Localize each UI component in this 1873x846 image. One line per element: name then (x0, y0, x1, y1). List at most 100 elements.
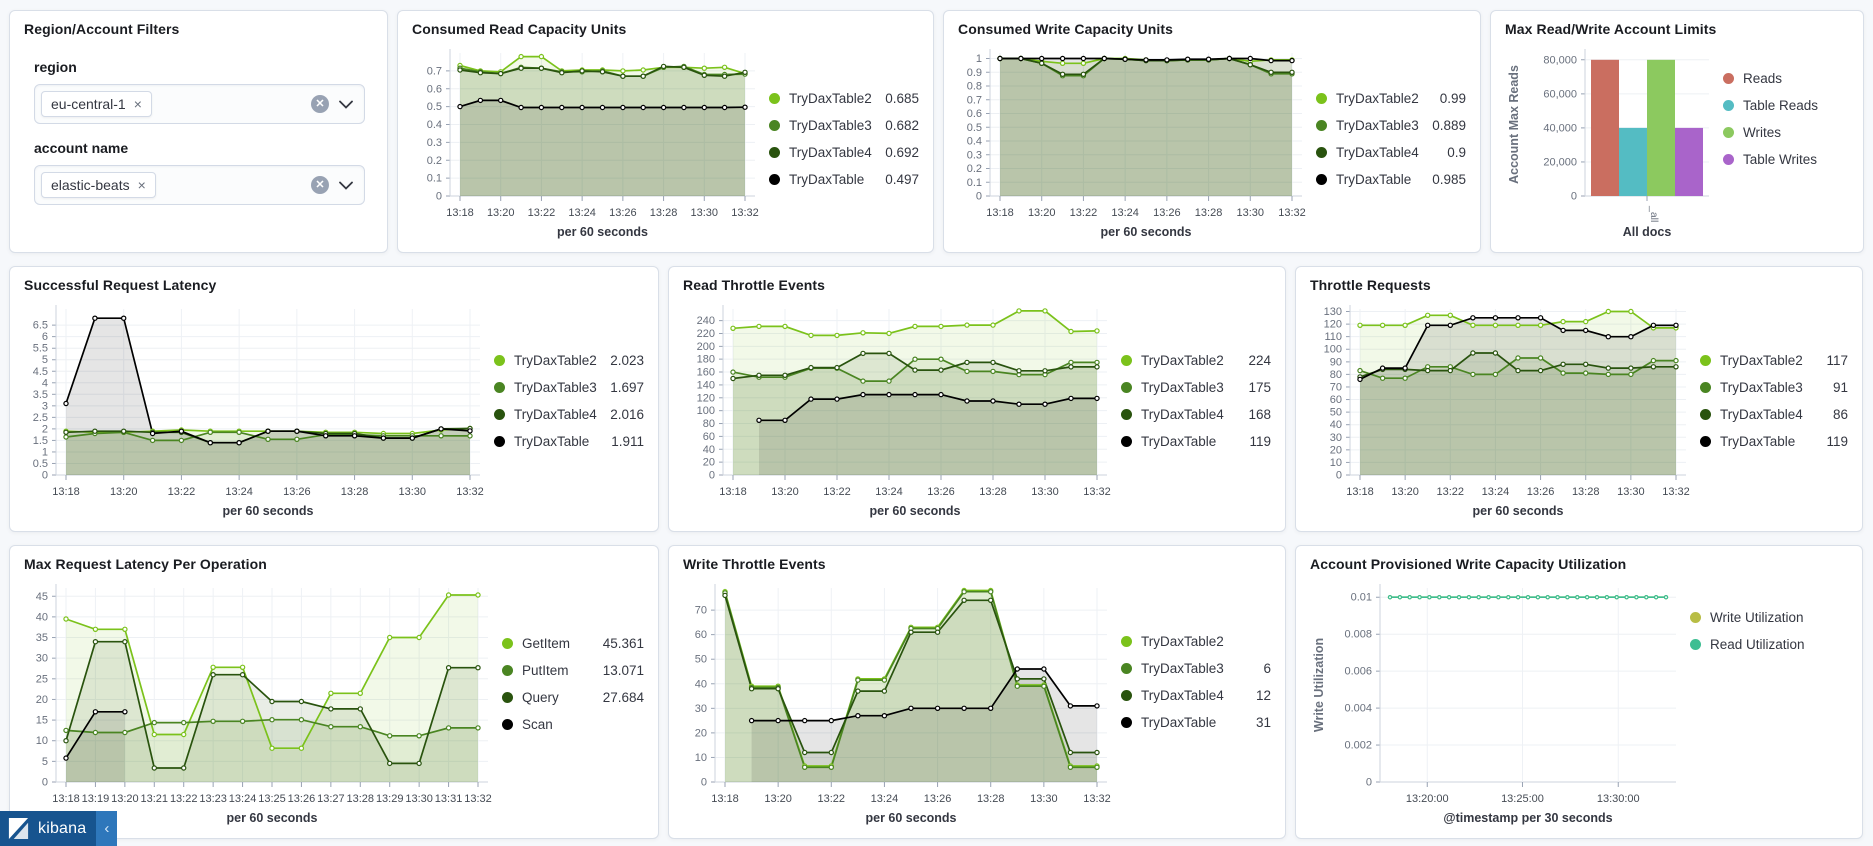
account-combobox[interactable]: elastic-beats × ✕ (34, 165, 365, 205)
sidebar-collapse-button[interactable]: ‹ (96, 811, 118, 846)
svg-text:13:19: 13:19 (82, 793, 110, 805)
legend-item[interactable]: TryDaxTable3 0.889 (1316, 112, 1466, 139)
remove-account-tag-icon[interactable]: × (137, 177, 146, 193)
panel-title: Account Provisioned Write Capacity Utili… (1310, 556, 1627, 572)
legend-item[interactable]: TryDaxTable3 175 (1121, 374, 1271, 401)
legend-item[interactable]: TryDaxTable4 0.9 (1316, 139, 1466, 166)
legend-series-dot-icon (769, 174, 780, 185)
svg-text:13:28: 13:28 (979, 486, 1007, 498)
svg-text:13:26: 13:26 (927, 486, 955, 498)
legend-item[interactable]: TryDaxTable2 117 (1700, 347, 1848, 374)
svg-text:80: 80 (703, 418, 715, 430)
panel-account-provisioned-write-capacity-utilization: Account Provisioned Write Capacity Utili… (1295, 545, 1863, 839)
legend-item[interactable]: TryDaxTable4 168 (1121, 401, 1271, 428)
legend-item[interactable]: TryDaxTable 1.911 (494, 428, 644, 455)
read-throttle-events-chart[interactable]: 0 20 40 60 80 100 120 140 160 180 200 220 240 13:18 13… (683, 295, 1121, 523)
svg-text:100: 100 (1324, 344, 1342, 356)
svg-text:0: 0 (1571, 191, 1577, 203)
legend-item[interactable]: Read Utilization (1690, 631, 1848, 658)
legend-item[interactable]: TryDaxTable3 6 (1121, 655, 1271, 682)
dashboard-row-1: Region/Account Filters region eu-central… (9, 10, 1864, 253)
svg-text:per 60 seconds: per 60 seconds (557, 225, 648, 239)
legend-item[interactable]: TryDaxTable2 (1121, 628, 1271, 655)
svg-text:13:22: 13:22 (818, 793, 846, 805)
legend-item[interactable]: TryDaxTable2 2.023 (494, 347, 644, 374)
max-request-latency-chart[interactable]: 0 5 10 15 20 25 30 35 40 45 13:18 13:19 13:20 13:21 13… (24, 574, 502, 830)
legend-series-label: TryDaxTable4 (1720, 407, 1803, 422)
max-rw-account-limits-chart[interactable]: 0 20,000 40,000 60,000 80,000 _all All docs Acc… (1505, 39, 1723, 244)
region-clear-icon[interactable]: ✕ (311, 95, 329, 113)
region-selected-tag[interactable]: eu-central-1 × (41, 91, 152, 117)
consumed-write-capacity-chart[interactable]: 0 0.1 0.2 0.3 0.4 0.5 0.6 0.7 0.8 0.9 1 13:18 13:20 1… (958, 39, 1316, 244)
legend-series-dot-icon (1121, 355, 1132, 366)
svg-text:13:30: 13:30 (691, 207, 719, 219)
account-clear-icon[interactable]: ✕ (311, 176, 329, 194)
svg-text:100: 100 (697, 405, 715, 417)
legend-item[interactable]: Table Writes (1723, 146, 1849, 173)
svg-text:13:32: 13:32 (1278, 207, 1306, 219)
legend-item[interactable]: TryDaxTable3 91 (1700, 374, 1848, 401)
chart-legend: Reads Table Reads Writes Table Writes (1723, 39, 1849, 244)
svg-text:4.5: 4.5 (33, 366, 48, 378)
legend-item[interactable]: TryDaxTable3 0.682 (769, 112, 919, 139)
region-combobox[interactable]: eu-central-1 × ✕ (34, 84, 365, 124)
legend-item[interactable]: TryDaxTable2 224 (1121, 347, 1271, 374)
svg-text:13:20: 13:20 (111, 793, 139, 805)
legend-series-value: 1.697 (610, 380, 644, 395)
legend-series-label: TryDaxTable2 (789, 91, 872, 106)
panel-title: Successful Request Latency (24, 277, 217, 293)
legend-item[interactable]: TryDaxTable2 0.685 (769, 85, 919, 112)
legend-item[interactable]: Table Reads (1723, 92, 1849, 119)
svg-text:0.7: 0.7 (967, 94, 982, 106)
account-field-label: account name (34, 140, 129, 156)
consumed-read-capacity-chart[interactable]: 0 0.1 0.2 0.3 0.4 0.5 0.6 0.7 13:18 13:20 13:22 13:… (412, 39, 769, 244)
svg-text:13:24: 13:24 (875, 486, 903, 498)
legend-item[interactable]: GetItem 45.361 (502, 630, 644, 657)
legend-series-label: TryDaxTable2 (1141, 353, 1224, 368)
legend-item[interactable]: Reads (1723, 65, 1849, 92)
legend-series-dot-icon (502, 638, 513, 649)
successful-request-latency-chart[interactable]: 0 0.5 1 1.5 2 2.5 3 3.5 4 4.5 5 5.5 6 6.5 13:18 13:20 13… (24, 295, 494, 523)
legend-series-dot-icon (1316, 174, 1327, 185)
legend-item[interactable]: TryDaxTable4 2.016 (494, 401, 644, 428)
legend-item[interactable]: TryDaxTable4 86 (1700, 401, 1848, 428)
chart-legend: TryDaxTable2 117 TryDaxTable3 91 TryDaxTable… (1700, 295, 1848, 523)
write-capacity-utilization-chart[interactable]: 0 0.002 0.004 0.006 0.008 0.01 13:20:00 13:25:0… (1310, 574, 1690, 830)
write-throttle-events-chart[interactable]: 0 10 20 30 40 50 60 70 13:18 13:20 13:22 13:24 13:26… (683, 574, 1121, 830)
panel-title: Consumed Read Capacity Units (412, 21, 627, 37)
legend-series-dot-icon (1121, 436, 1132, 447)
account-selected-tag[interactable]: elastic-beats × (41, 172, 156, 198)
svg-text:13:32: 13:32 (1083, 793, 1111, 805)
legend-item[interactable]: Scan (502, 711, 644, 738)
svg-text:13:24: 13:24 (568, 207, 596, 219)
region-chevron-down-icon[interactable] (339, 100, 353, 109)
svg-text:13:32: 13:32 (456, 486, 484, 498)
legend-item[interactable]: TryDaxTable2 0.99 (1316, 85, 1466, 112)
legend-item[interactable]: TryDaxTable 119 (1700, 428, 1848, 455)
legend-item[interactable]: TryDaxTable 0.985 (1316, 166, 1466, 193)
legend-item[interactable]: TryDaxTable4 12 (1121, 682, 1271, 709)
legend-series-dot-icon (1723, 154, 1734, 165)
account-chevron-down-icon[interactable] (339, 181, 353, 190)
legend-item[interactable]: PutItem 13.071 (502, 657, 644, 684)
legend-series-label: Read Utilization (1710, 637, 1805, 652)
legend-item[interactable]: TryDaxTable 119 (1121, 428, 1271, 455)
legend-item[interactable]: Write Utilization (1690, 604, 1848, 631)
svg-text:6.5: 6.5 (33, 320, 48, 332)
svg-text:5: 5 (42, 756, 48, 768)
legend-item[interactable]: TryDaxTable 0.497 (769, 166, 919, 193)
legend-item[interactable]: TryDaxTable4 0.692 (769, 139, 919, 166)
region-field-label: region (34, 59, 77, 75)
throttle-requests-chart[interactable]: 0 10 20 30 40 50 60 70 80 90 100 110 120 130 13:18 13:2… (1310, 295, 1700, 523)
legend-item[interactable]: TryDaxTable3 1.697 (494, 374, 644, 401)
legend-series-label: PutItem (522, 663, 569, 678)
legend-item[interactable]: Query 27.684 (502, 684, 644, 711)
legend-item[interactable]: TryDaxTable 31 (1121, 709, 1271, 736)
remove-region-tag-icon[interactable]: × (133, 96, 142, 112)
collapse-chevron-icon: ‹ (104, 820, 110, 837)
legend-item[interactable]: Writes (1723, 119, 1849, 146)
svg-text:0: 0 (436, 191, 442, 203)
svg-text:6: 6 (42, 331, 48, 343)
svg-text:70: 70 (695, 605, 707, 617)
kibana-chrome-bar: kibana ‹ (0, 811, 118, 846)
